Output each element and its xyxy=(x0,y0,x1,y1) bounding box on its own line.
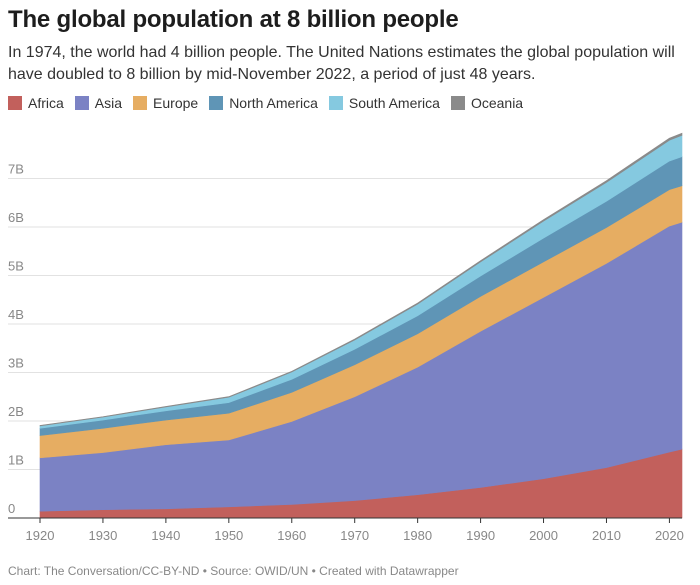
legend-label-europe: Europe xyxy=(153,95,199,111)
area-series-oceania xyxy=(39,132,683,427)
legend-label-africa: Africa xyxy=(28,95,64,111)
legend-label-oceania: Oceania xyxy=(470,95,524,111)
y-axis: 0 1B 2B 3B 4B 5B 6B 7B xyxy=(8,162,682,519)
y-tick-label: 1B xyxy=(8,453,24,468)
chart-legend: Africa Asia Europe North America South Ameri… xyxy=(8,95,534,111)
legend-item-north-america: North America xyxy=(209,95,318,111)
legend-label-north-america: North America xyxy=(229,95,318,111)
x-tick-label: 1950 xyxy=(214,528,243,543)
legend-label-asia: Asia xyxy=(94,95,123,111)
x-tick-label: 2010 xyxy=(592,528,621,543)
stacked-areas xyxy=(39,132,683,519)
legend-swatch-africa xyxy=(8,96,22,110)
legend-item-asia: Asia xyxy=(74,95,123,111)
y-tick-label: 5B xyxy=(8,259,24,274)
legend-item-south-america: South America xyxy=(328,95,440,111)
chart-footer: Chart: The Conversation/CC-BY-ND • Sourc… xyxy=(8,564,459,578)
x-tick-label: 1970 xyxy=(340,528,369,543)
x-tick-label: 2000 xyxy=(529,528,558,543)
legend-item-oceania: Oceania xyxy=(450,95,524,111)
legend-swatch-south-america xyxy=(328,96,343,110)
y-tick-label: 0 xyxy=(8,501,15,516)
legend-swatch-asia xyxy=(74,96,89,110)
y-tick-label: 2B xyxy=(8,404,24,419)
legend-label-south-america: South America xyxy=(348,95,440,111)
legend-item-europe: Europe xyxy=(133,95,198,111)
y-tick-label: 3B xyxy=(8,356,24,371)
legend-swatch-europe xyxy=(133,96,148,110)
x-tick-label: 1990 xyxy=(466,528,495,543)
chart-subtitle: In 1974, the world had 4 billion people.… xyxy=(8,44,675,83)
legend-swatch-north-america xyxy=(209,96,224,110)
chart-title: The global population at 8 billion peopl… xyxy=(8,6,459,33)
x-axis: 1920 1930 1940 1950 1960 1970 1980 1990 2000 2010… xyxy=(26,518,684,543)
x-tick-label: 1920 xyxy=(26,528,55,543)
y-tick-label: 7B xyxy=(8,162,24,177)
x-tick-label: 1930 xyxy=(88,528,117,543)
x-tick-label: 1940 xyxy=(151,528,180,543)
x-tick-label: 2020 xyxy=(655,528,684,543)
y-tick-label: 6B xyxy=(8,210,24,225)
legend-swatch-oceania xyxy=(450,96,465,110)
y-tick-label: 4B xyxy=(8,307,24,322)
x-tick-label: 1960 xyxy=(277,528,306,543)
x-tick-label: 1980 xyxy=(403,528,432,543)
legend-item-africa: Africa xyxy=(8,95,64,111)
